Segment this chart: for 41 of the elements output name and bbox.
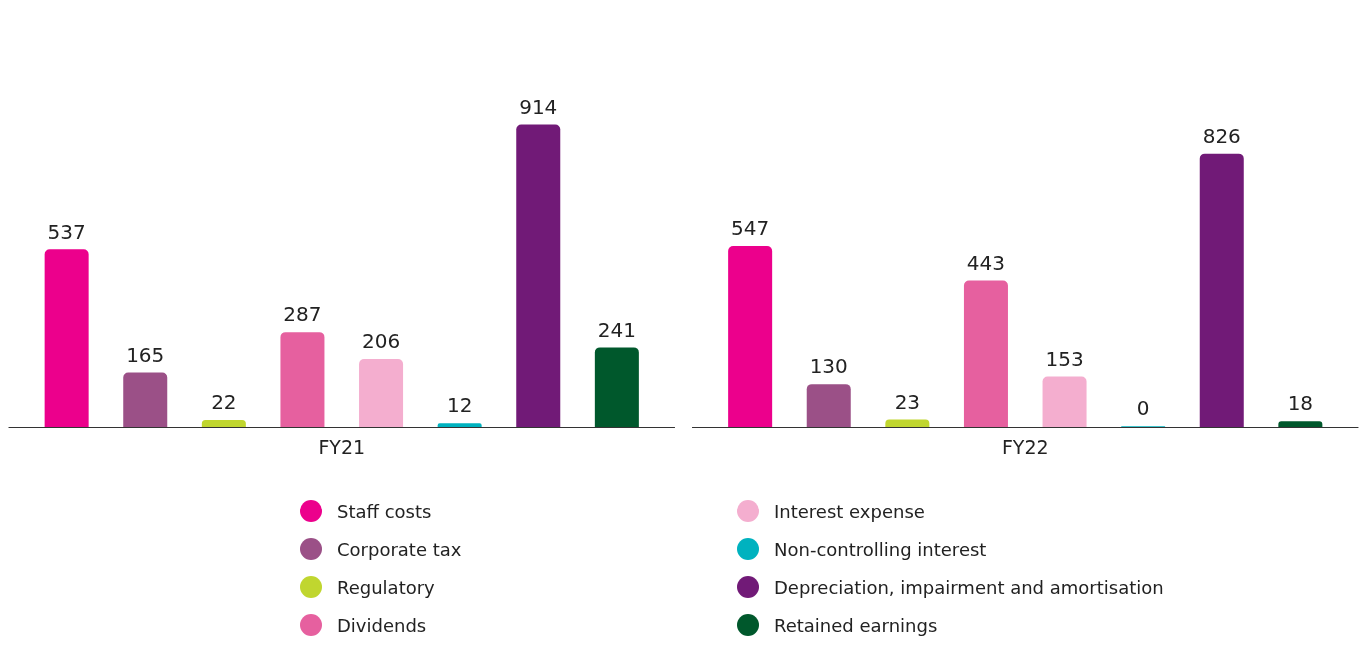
data-label: 547 bbox=[731, 216, 770, 241]
bar bbox=[516, 124, 561, 428]
legend-label: Corporate tax bbox=[337, 538, 462, 560]
bar bbox=[1278, 421, 1323, 428]
x-tick-label: FY22 bbox=[1001, 435, 1049, 458]
x-tick-label: FY21 bbox=[318, 435, 366, 458]
bar bbox=[806, 384, 851, 428]
data-label: 287 bbox=[283, 302, 322, 327]
bar bbox=[885, 419, 930, 428]
legend-label: Regulatory bbox=[337, 576, 435, 598]
bar bbox=[280, 332, 325, 428]
bar bbox=[728, 246, 773, 428]
data-label: 130 bbox=[809, 354, 848, 379]
data-label: 914 bbox=[519, 94, 558, 119]
data-label: 153 bbox=[1045, 346, 1084, 371]
legend-label: Depreciation, impairment and amortisation bbox=[774, 576, 1164, 598]
legend-label: Staff costs bbox=[337, 500, 432, 522]
legend-label: Interest expense bbox=[774, 500, 925, 522]
bar bbox=[123, 372, 168, 428]
data-label: 0 bbox=[1136, 396, 1150, 421]
data-label: 23 bbox=[894, 389, 921, 414]
bar bbox=[44, 249, 89, 428]
data-label: 165 bbox=[126, 342, 165, 367]
data-label: 206 bbox=[361, 329, 401, 354]
data-label: 12 bbox=[446, 393, 473, 418]
legend-label: Non-controlling interest bbox=[774, 538, 987, 560]
data-label: 241 bbox=[597, 317, 636, 342]
bar bbox=[963, 280, 1008, 428]
data-label: 18 bbox=[1287, 391, 1314, 416]
bar bbox=[201, 419, 246, 428]
data-label: 22 bbox=[211, 390, 237, 415]
data-label: 826 bbox=[1202, 123, 1241, 148]
bar bbox=[359, 358, 404, 428]
data-label: 443 bbox=[966, 250, 1006, 275]
bar bbox=[594, 347, 639, 428]
bar bbox=[437, 423, 482, 428]
legend-label: Retained earnings bbox=[774, 614, 938, 636]
data-label: 537 bbox=[47, 219, 86, 244]
legend-label: Dividends bbox=[337, 614, 427, 636]
bar bbox=[1042, 376, 1087, 428]
bar bbox=[1199, 153, 1244, 428]
